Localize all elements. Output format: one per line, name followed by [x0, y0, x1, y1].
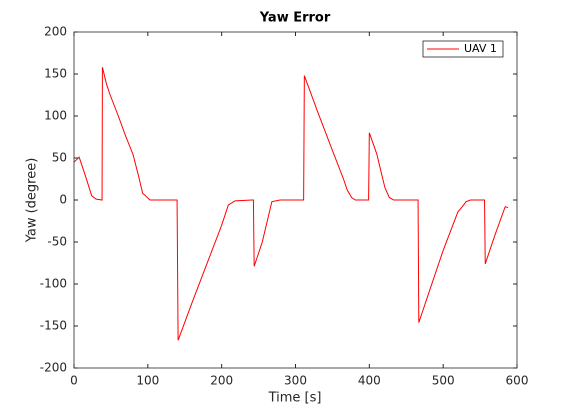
- chart-title: Yaw Error: [259, 11, 331, 26]
- x-tick-label: 0: [70, 374, 78, 388]
- y-tick-label: -150: [40, 319, 67, 333]
- data-line: [73, 67, 509, 341]
- x-tick-label: 200: [210, 374, 233, 388]
- x-tick-label: 100: [136, 374, 159, 388]
- x-tick-label: 500: [432, 374, 455, 388]
- y-axis-label: Yaw (degree): [25, 158, 40, 244]
- y-tick-label: 100: [44, 109, 67, 123]
- y-tick-label: -100: [40, 277, 67, 291]
- y-tick-label: 200: [44, 25, 67, 39]
- y-tick-label: 50: [52, 151, 67, 165]
- y-tick-label: -200: [40, 361, 67, 375]
- legend-label: UAV 1: [464, 42, 497, 55]
- x-tick-label: 600: [506, 374, 529, 388]
- y-tick-label: 0: [59, 193, 67, 207]
- x-axis-label: Time [s]: [268, 391, 322, 406]
- axes-box: [73, 31, 518, 369]
- x-tick-label: 400: [358, 374, 381, 388]
- y-tick-label: -50: [47, 235, 67, 249]
- y-tick-label: 150: [44, 67, 67, 81]
- legend-box: [422, 40, 504, 58]
- x-tick-label: 300: [284, 374, 307, 388]
